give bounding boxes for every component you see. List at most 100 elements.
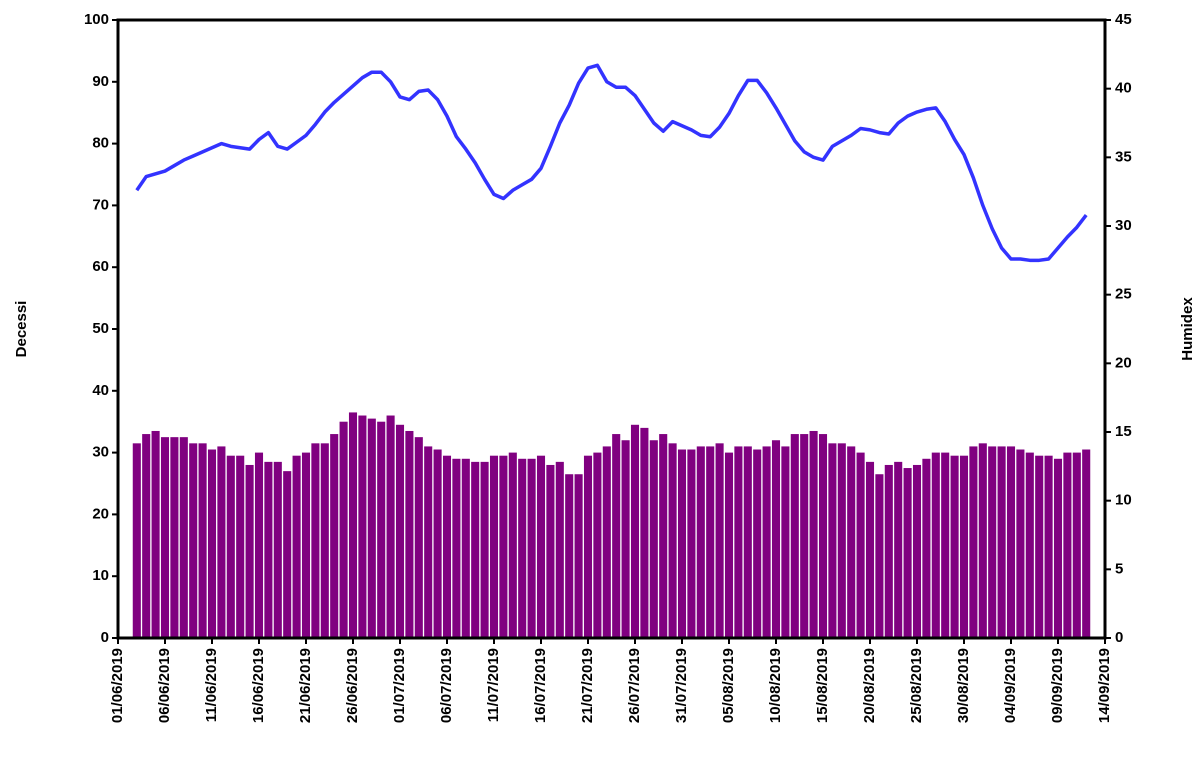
bar <box>818 434 828 638</box>
bar <box>348 412 358 638</box>
bar <box>471 461 480 638</box>
bar <box>903 468 912 638</box>
bar <box>847 446 856 638</box>
bar <box>1016 449 1025 638</box>
bar <box>1082 449 1091 638</box>
bar <box>142 434 151 638</box>
bar <box>555 461 564 638</box>
bar <box>800 434 809 638</box>
bar <box>1063 452 1072 638</box>
bar <box>640 427 649 638</box>
x-tick-label: 26/07/2019 <box>626 648 643 723</box>
y-tick-label: 60 <box>92 258 109 275</box>
y2-tick-label: 15 <box>1115 423 1132 440</box>
bar <box>198 443 207 638</box>
bar <box>941 452 950 638</box>
x-tick-label: 25/08/2019 <box>908 648 925 723</box>
bar <box>612 434 621 638</box>
bar <box>489 455 499 638</box>
y2-tick-label: 25 <box>1115 286 1132 303</box>
bar <box>424 446 433 638</box>
bar <box>602 446 611 638</box>
y2-tick-label: 10 <box>1115 492 1132 509</box>
bar <box>311 443 320 638</box>
y2-tick-label: 30 <box>1115 217 1132 234</box>
bar <box>283 471 292 638</box>
bar <box>790 434 799 638</box>
bar <box>264 461 273 638</box>
bar <box>922 458 931 638</box>
bar <box>527 458 536 638</box>
bar <box>480 461 489 638</box>
x-tick-label: 05/08/2019 <box>720 648 737 723</box>
bar <box>659 434 668 638</box>
bar <box>781 446 790 638</box>
bar <box>226 455 235 638</box>
bar <box>884 464 893 638</box>
bar <box>132 443 141 638</box>
bar <box>743 446 752 638</box>
bar <box>988 446 997 638</box>
bar <box>301 452 311 638</box>
bar <box>414 437 423 638</box>
line <box>135 63 1088 263</box>
bar <box>1044 455 1053 638</box>
bar <box>151 430 160 638</box>
bar <box>715 443 724 638</box>
bar <box>518 458 527 638</box>
x-tick-label: 16/06/2019 <box>250 648 267 723</box>
bar <box>565 474 574 638</box>
bar <box>583 455 593 638</box>
bar <box>452 458 461 638</box>
bar <box>254 452 264 638</box>
bar <box>189 443 198 638</box>
y-tick-label: 10 <box>92 567 109 584</box>
bar <box>724 452 734 638</box>
bar <box>207 449 217 638</box>
bar <box>668 443 677 638</box>
bar <box>734 446 743 638</box>
x-tick-label: 21/07/2019 <box>579 648 596 723</box>
y2-tick-label: 35 <box>1115 148 1132 165</box>
bar <box>1006 446 1016 638</box>
bar <box>546 464 555 638</box>
bar <box>649 440 658 638</box>
bar <box>809 430 818 638</box>
bar <box>377 421 386 638</box>
bar <box>273 461 282 638</box>
bar <box>621 440 630 638</box>
bar <box>170 437 179 638</box>
y-axis-title: Decessi <box>13 301 30 358</box>
bar <box>753 449 762 638</box>
bar <box>245 464 254 638</box>
bar <box>630 424 640 638</box>
x-tick-label: 04/09/2019 <box>1002 648 1019 723</box>
bar <box>499 455 508 638</box>
x-tick-label: 01/07/2019 <box>391 648 408 723</box>
bar <box>292 455 301 638</box>
bar <box>179 437 188 638</box>
bar <box>574 474 583 638</box>
bar <box>320 443 329 638</box>
y2-tick-label: 0 <box>1115 629 1123 646</box>
x-tick-label: 26/06/2019 <box>344 648 361 723</box>
y-tick-label: 30 <box>92 444 109 461</box>
bar <box>959 455 969 638</box>
y2-tick-label: 40 <box>1115 80 1132 97</box>
x-tick-label: 06/07/2019 <box>438 648 455 723</box>
bar <box>969 446 978 638</box>
x-tick-label: 11/07/2019 <box>485 648 502 722</box>
bar <box>395 424 405 638</box>
y-tick-label: 80 <box>92 135 109 152</box>
bar <box>536 455 546 638</box>
bar <box>593 452 602 638</box>
bar <box>978 443 987 638</box>
y2-tick-label: 5 <box>1115 560 1123 577</box>
bar <box>687 449 696 638</box>
bar <box>461 458 470 638</box>
bar <box>367 418 376 638</box>
bar <box>339 421 348 638</box>
x-tick-label: 20/08/2019 <box>861 648 878 723</box>
